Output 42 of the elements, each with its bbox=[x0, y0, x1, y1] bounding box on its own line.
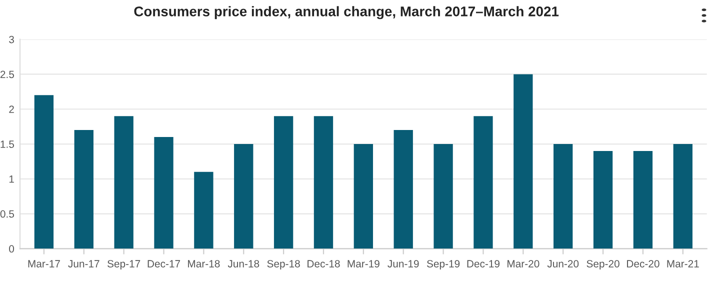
x-tick-label: Dec-18 bbox=[308, 260, 340, 268]
bar bbox=[474, 116, 493, 249]
x-tick-label: Sep-18 bbox=[267, 260, 300, 270]
y-tick-label: 2.5 bbox=[0, 70, 14, 78]
bar bbox=[34, 95, 54, 249]
bar bbox=[74, 130, 94, 249]
bar bbox=[114, 116, 134, 249]
x-tick-label: Sep-20 bbox=[586, 260, 620, 270]
bar bbox=[434, 144, 453, 249]
y-tick-label: 1.5 bbox=[0, 140, 14, 148]
x-tick-label: Mar-19 bbox=[348, 260, 380, 268]
x-tick-label: Dec-17 bbox=[148, 260, 180, 268]
x-tick-label: Jun-20 bbox=[547, 260, 579, 268]
x-tick-label: Dec-20 bbox=[627, 260, 660, 268]
x-tick-label: Jun-18 bbox=[228, 260, 260, 268]
y-tick-label: 1 bbox=[9, 176, 14, 183]
x-tick-label: Mar-21 bbox=[667, 260, 699, 268]
x-tick-label: Mar-18 bbox=[188, 260, 220, 268]
bar bbox=[314, 116, 334, 249]
bar bbox=[274, 116, 294, 249]
bar bbox=[514, 74, 533, 249]
bar bbox=[554, 144, 573, 249]
bar bbox=[234, 144, 254, 249]
bar bbox=[673, 144, 692, 249]
bar bbox=[593, 150, 613, 249]
y-tick-label: 2 bbox=[9, 106, 14, 113]
y-tick-label: 0 bbox=[9, 245, 14, 253]
x-tick-label: Sep-17 bbox=[108, 260, 140, 270]
bar bbox=[194, 172, 214, 249]
chart-title: Consumers price index, annual change, March 2017–March 2021 bbox=[134, 6, 559, 20]
x-tick-label: Jun-19 bbox=[388, 260, 419, 268]
x-tick-label: Mar-20 bbox=[508, 260, 540, 268]
y-tick-label: 3 bbox=[9, 36, 14, 44]
bar bbox=[354, 144, 374, 249]
x-tick-label: Mar-17 bbox=[28, 260, 60, 268]
bar bbox=[394, 130, 413, 249]
x-tick-label: Dec-19 bbox=[467, 260, 500, 268]
x-tick-label: Sep-19 bbox=[426, 260, 460, 270]
y-tick-label: 0.5 bbox=[0, 210, 14, 218]
bar bbox=[633, 150, 653, 249]
x-tick-label: Jun-17 bbox=[68, 260, 100, 268]
bar bbox=[154, 137, 174, 249]
